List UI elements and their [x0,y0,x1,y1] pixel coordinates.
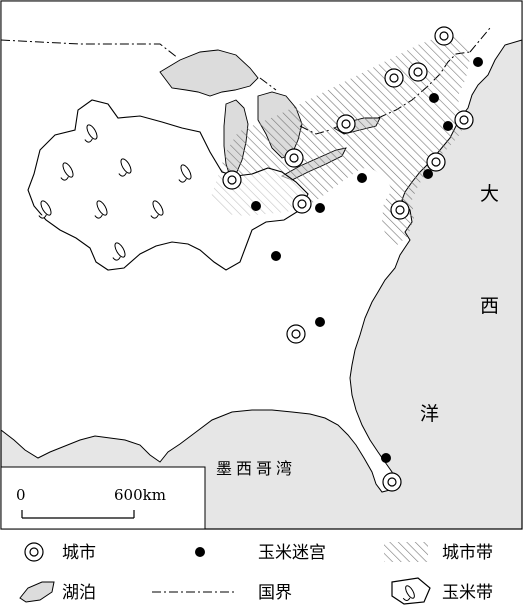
city-marker [284,148,304,168]
corn-icon [178,164,192,183]
corn-maze-dot [423,169,433,179]
city-marker [426,152,446,172]
corn-belt [27,99,309,271]
corn-icon [38,200,52,219]
city-marker [336,114,356,134]
corn-maze-dot [443,121,453,131]
cities [222,26,474,492]
city-marker [292,194,312,214]
legend-city-label: 城市 [62,543,96,563]
legend-corn-maze-icon [195,547,205,557]
legend-city-icon [24,542,44,562]
scale-bar: 0 600km [16,486,166,519]
legend-urban-belt-icon [384,542,428,562]
city-marker [222,170,242,190]
city-marker [382,472,402,492]
corn-icons [38,124,192,261]
corn-maze-dot [315,317,325,327]
legend-urban-belt-label: 城市带 [442,543,493,563]
corn-maze-dot [473,57,483,67]
city-marker [454,110,474,130]
corn-maze-dot [357,173,367,183]
city-marker [408,62,428,82]
corn-maze-dot [251,201,261,211]
scale-end: 600km [114,486,166,504]
corn-icon [118,158,132,177]
corn-icon [112,242,126,261]
city-marker [286,324,306,344]
corn-icon [150,200,164,219]
ocean-label-1: 大 [480,183,499,205]
legend-border-label: 国界 [258,583,292,603]
legend-corn-belt-icon [391,577,431,605]
legend-lake-label: 湖泊 [62,583,96,603]
legend-lake-icon [19,581,55,603]
corn-mazes [251,57,483,463]
corn-icon [84,124,98,143]
legend-corn-maze-label: 玉米迷宫 [258,543,326,563]
corn-maze-dot [315,203,325,213]
city-marker [434,26,454,46]
legend: 城市 玉米迷宫 城市带 湖泊 国界 玉米带 [19,542,493,605]
scale-start: 0 [16,486,26,504]
lake-superior [159,49,259,97]
corn-icon [60,162,74,181]
ocean-label-3: 洋 [420,403,439,425]
scale-box [0,466,206,530]
ocean-label-2: 西 [480,295,499,317]
city-marker [384,68,404,88]
corn-maze-dot [271,251,281,261]
corn-maze-dot [381,453,391,463]
legend-corn-belt-label: 玉米带 [442,583,493,603]
corn-icon [94,200,108,219]
city-marker [390,200,410,220]
gulf-label: 墨西哥湾 [216,459,296,478]
corn-maze-dot [429,93,439,103]
